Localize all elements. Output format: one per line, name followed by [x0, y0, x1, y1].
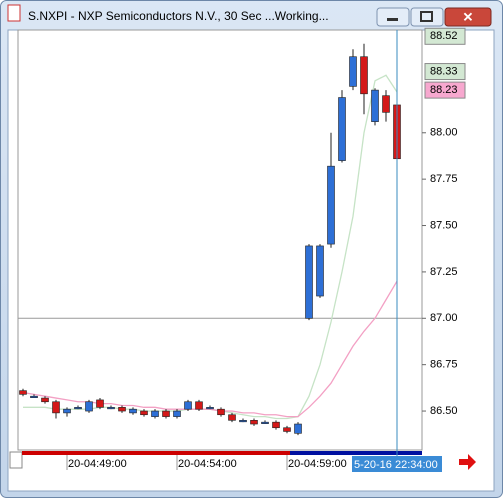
x-tick-label: 20-04:49:00	[68, 458, 127, 470]
candle-body	[19, 390, 27, 395]
candle-body	[118, 407, 126, 412]
candle-body	[195, 401, 203, 410]
candle-body	[140, 410, 148, 416]
price-marker	[424, 63, 466, 81]
candle-body	[371, 89, 379, 122]
scroll-thumb[interactable]	[290, 451, 422, 455]
candle-body	[206, 407, 214, 410]
checkbox[interactable]	[9, 451, 23, 469]
y-tick-label: 87.50	[430, 219, 458, 231]
close-icon: ✕	[463, 9, 474, 24]
y-tick-label: 88.00	[430, 127, 458, 139]
y-tick-label: 86.75	[430, 359, 458, 371]
candle-body	[217, 408, 225, 416]
plot-area	[17, 29, 423, 451]
candle-body	[250, 420, 258, 425]
candle-body	[382, 95, 390, 113]
y-tick-label: 87.00	[430, 312, 458, 324]
candle-body	[74, 407, 82, 410]
candle-body	[30, 395, 38, 399]
candle-body	[239, 420, 247, 423]
cursor-label-box	[352, 456, 442, 472]
price-marker-label: 88.23	[430, 84, 458, 96]
y-tick-label: 86.50	[430, 405, 458, 417]
price-marker-label: 88.33	[430, 65, 458, 77]
candle-body	[184, 401, 192, 410]
y-tick-label: 87.25	[430, 266, 458, 278]
price-marker	[424, 27, 466, 45]
cursor-label: 5-20-16 22:34:00	[354, 459, 438, 471]
close-button[interactable]	[444, 7, 492, 27]
candle-body	[151, 410, 159, 417]
scroll-track	[22, 451, 352, 455]
x-tick-label: 20-04:59:00	[288, 458, 347, 470]
candle-body	[41, 397, 49, 403]
candle-body	[294, 423, 302, 434]
candle-body	[338, 97, 346, 161]
candle-body	[129, 408, 137, 414]
candle-body	[63, 408, 71, 414]
candle-body	[96, 399, 104, 408]
price-marker-label: 88.52	[430, 30, 458, 42]
maximize-button[interactable]	[410, 7, 444, 27]
candle-body	[316, 245, 324, 297]
minimize-button[interactable]	[376, 7, 410, 27]
window-title: S.NXPI - NXP Semiconductors N.V., 30 Sec…	[28, 9, 329, 23]
candle-body	[305, 245, 313, 319]
candle-body	[85, 401, 93, 412]
candle-body	[162, 410, 170, 417]
maximize-icon	[420, 11, 433, 22]
price-marker	[424, 81, 466, 99]
candle-body	[261, 421, 269, 424]
candle-body	[283, 427, 291, 432]
x-tick-label: 20-04:54:00	[178, 458, 237, 470]
candle-body	[349, 56, 357, 87]
candle-body	[272, 421, 280, 429]
y-tick-label: 87.75	[430, 173, 458, 185]
candle-body	[107, 407, 115, 410]
minimize-icon	[387, 18, 398, 21]
candle-body	[52, 401, 60, 414]
candle-body	[173, 410, 181, 417]
scroll-arrow[interactable]	[459, 454, 476, 470]
candle-body	[327, 165, 335, 245]
candle-body	[228, 414, 236, 421]
app-icon	[7, 4, 21, 22]
candle-body	[360, 56, 368, 95]
